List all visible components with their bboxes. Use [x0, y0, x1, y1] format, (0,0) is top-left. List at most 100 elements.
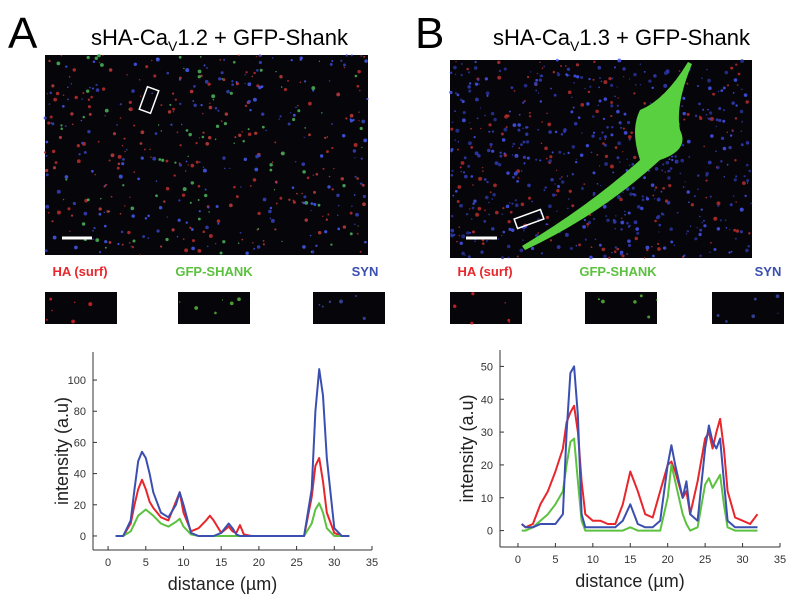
image-speck [235, 81, 238, 83]
image-speck [166, 216, 169, 218]
image-speck [102, 54, 104, 57]
y-tick-label: 0 [487, 526, 493, 538]
image-speck [662, 187, 665, 190]
image-speck [729, 203, 733, 207]
image-speck [229, 167, 231, 169]
image-speck [523, 83, 528, 88]
image-speck [667, 169, 670, 173]
image-speck [685, 233, 688, 235]
image-speck [208, 211, 210, 213]
title-part: sHA-Ca [493, 25, 571, 50]
image-speck [51, 122, 55, 126]
image-speck [356, 232, 359, 235]
image-background [45, 292, 117, 324]
image-speck [321, 305, 324, 308]
y-tick-label: 30 [481, 427, 493, 439]
image-speck [249, 185, 252, 187]
image-speck [643, 70, 646, 73]
image-speck [698, 232, 702, 237]
image-speck [174, 161, 177, 164]
image-speck [624, 210, 626, 213]
image-speck [131, 214, 135, 218]
image-speck [178, 162, 181, 165]
image-speck [541, 67, 544, 69]
x-tick-label: 10 [177, 557, 189, 569]
panel-title: sHA-CaV1.2 + GFP-Shank [91, 25, 349, 54]
image-speck [592, 217, 596, 221]
image-speck [745, 100, 749, 104]
image-speck [688, 156, 690, 158]
image-speck [349, 118, 352, 121]
image-speck [193, 103, 197, 107]
image-speck [104, 115, 106, 117]
panel-letter: A [8, 9, 38, 58]
image-speck [599, 77, 601, 79]
image-speck [508, 321, 510, 323]
image-speck [681, 144, 685, 147]
image-speck [354, 157, 356, 159]
image-speck [83, 150, 87, 154]
image-speck [681, 105, 683, 107]
image-speck [616, 109, 620, 114]
image-speck [474, 82, 479, 86]
image-speck [587, 226, 589, 228]
image-speck [533, 81, 538, 86]
image-speck [653, 189, 656, 192]
image-speck [601, 299, 605, 304]
image-speck [254, 131, 258, 135]
image-speck [493, 117, 497, 122]
panel-title: sHA-CaV1.3 + GFP-Shank [493, 25, 751, 54]
image-speck [459, 241, 463, 245]
image-speck [497, 75, 502, 80]
image-speck [456, 240, 458, 243]
image-speck [624, 213, 626, 216]
image-speck [43, 151, 47, 154]
image-speck [223, 58, 226, 61]
image-speck [645, 245, 650, 250]
image-speck [494, 161, 499, 165]
image-speck [44, 168, 49, 173]
image-speck [487, 148, 491, 153]
image-speck [654, 186, 658, 189]
image-speck [693, 195, 696, 198]
image-speck [106, 210, 110, 213]
image-speck [645, 196, 648, 199]
image-speck [615, 215, 617, 217]
image-speck [229, 203, 233, 208]
image-speck [732, 130, 734, 132]
image-speck [48, 103, 51, 105]
image-speck [233, 185, 236, 189]
image-speck [220, 71, 224, 75]
y-axis-title: intensity (a.u) [457, 394, 477, 502]
image-speck [364, 240, 367, 244]
image-speck [620, 217, 623, 220]
image-speck [247, 99, 251, 104]
image-speck [295, 106, 297, 109]
image-speck [343, 66, 345, 69]
image-speck [458, 234, 460, 237]
image-speck [541, 121, 544, 123]
image-speck [319, 154, 324, 158]
image-speck [671, 158, 674, 162]
image-speck [304, 80, 307, 83]
image-speck [572, 174, 574, 176]
image-speck [85, 89, 90, 93]
image-speck [65, 178, 68, 181]
image-speck [631, 186, 635, 190]
image-speck [301, 162, 306, 167]
image-speck [189, 226, 192, 229]
image-speck [563, 152, 566, 155]
image-speck [112, 132, 117, 136]
image-speck [539, 159, 542, 162]
image-speck [699, 228, 703, 232]
image-speck [217, 222, 220, 225]
image-speck [472, 184, 474, 186]
image-speck [160, 104, 163, 107]
image-speck [667, 176, 671, 180]
image-speck [53, 97, 58, 102]
image-speck [594, 238, 597, 241]
image-speck [351, 205, 353, 207]
image-speck [49, 297, 53, 301]
image-speck [271, 161, 274, 163]
